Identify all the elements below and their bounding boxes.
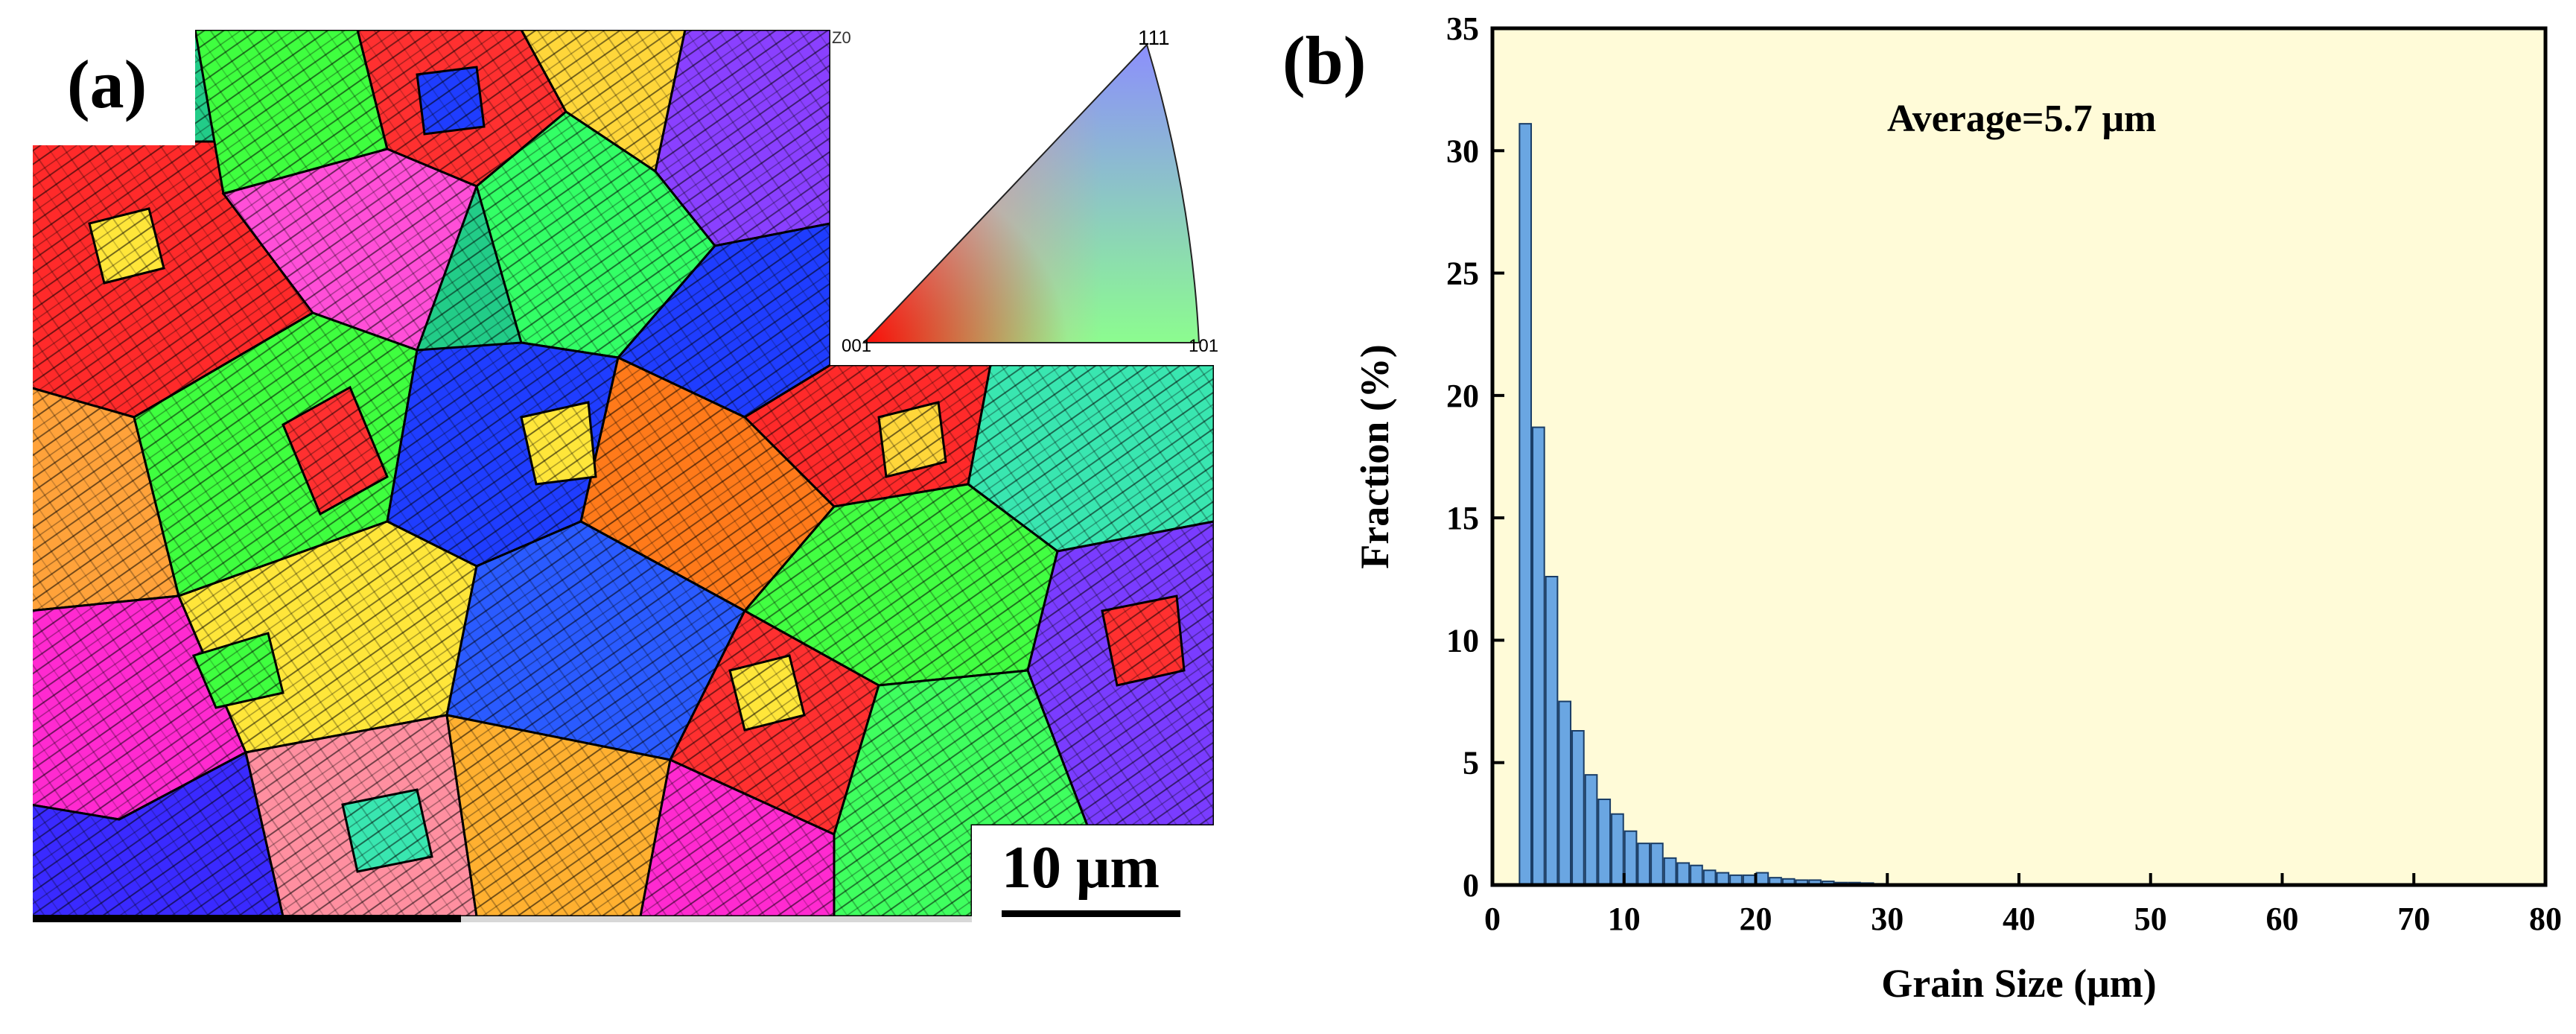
y-tick-label: 35 xyxy=(1446,10,1479,47)
histogram-bar xyxy=(1584,774,1598,886)
ipf-label-101: 101 xyxy=(1189,336,1218,356)
grain-size-histogram: 0 10 20 30 40 50 60 70 80 0 5 10 15 20 25 30 35 (b) Aver… xyxy=(1282,10,2562,1006)
x-tick-label: 40 xyxy=(2003,901,2035,937)
histogram-bar xyxy=(1676,862,1691,886)
ipf-frame-label: Z0 xyxy=(832,28,851,47)
x-tick-label: 0 xyxy=(1484,901,1501,937)
histogram-bar xyxy=(1558,700,1572,886)
histogram-bar xyxy=(1518,123,1533,886)
ipf-label-111: 111 xyxy=(1138,26,1170,49)
histogram-bar xyxy=(1545,576,1559,886)
histogram-bar xyxy=(1597,799,1612,886)
histogram-bars xyxy=(1518,123,1888,886)
axes: 0 10 20 30 40 50 60 70 80 0 5 10 15 20 25 30 35 xyxy=(1446,10,2562,937)
y-tick-label: 20 xyxy=(1446,378,1479,414)
average-annotation: Average=5.7 μm xyxy=(1887,98,2156,140)
y-tick-label: 10 xyxy=(1446,622,1479,659)
histogram-bar xyxy=(1532,426,1545,886)
y-tick-label: 5 xyxy=(1463,745,1479,781)
panel-b-label: (b) xyxy=(1282,22,1366,98)
histogram-bar xyxy=(1663,857,1677,886)
histogram-bar xyxy=(1702,869,1717,886)
y-tick-label: 30 xyxy=(1446,133,1479,169)
x-tick-label: 20 xyxy=(1740,901,1772,937)
grain-map xyxy=(33,30,1214,916)
histogram-bar xyxy=(1637,843,1651,886)
plot-area xyxy=(1492,28,2545,885)
y-tick-label: 0 xyxy=(1463,867,1479,904)
ebsd-ipf-map-panel: 111 001 101 Z0 xyxy=(33,26,1218,922)
histogram-bar xyxy=(1690,864,1703,886)
x-axis-label: Grain Size (μm) xyxy=(1881,961,2157,1006)
x-tick-label: 80 xyxy=(2529,901,2562,937)
x-tick-label: 60 xyxy=(2266,901,2299,937)
y-axis-label: Fraction (%) xyxy=(1352,344,1397,568)
map-bottom-strip xyxy=(33,915,972,922)
histogram-bar xyxy=(1623,830,1638,886)
panel-a-label: (a) xyxy=(67,46,147,122)
histogram-bar xyxy=(1571,730,1585,886)
scale-bar-label: 10 μm xyxy=(1002,835,1160,901)
x-tick-label: 30 xyxy=(1871,901,1904,937)
histogram-bar xyxy=(1650,843,1664,886)
scale-bar xyxy=(1002,910,1180,917)
y-tick-label: 25 xyxy=(1446,256,1479,292)
y-tick-label: 15 xyxy=(1446,500,1479,536)
ipf-legend: 111 001 101 Z0 xyxy=(830,26,1218,365)
ipf-label-001: 001 xyxy=(842,336,871,356)
x-tick-label: 10 xyxy=(1608,901,1641,937)
histogram-bar xyxy=(1611,813,1624,886)
x-tick-label: 50 xyxy=(2134,901,2167,937)
x-tick-label: 70 xyxy=(2397,901,2430,937)
